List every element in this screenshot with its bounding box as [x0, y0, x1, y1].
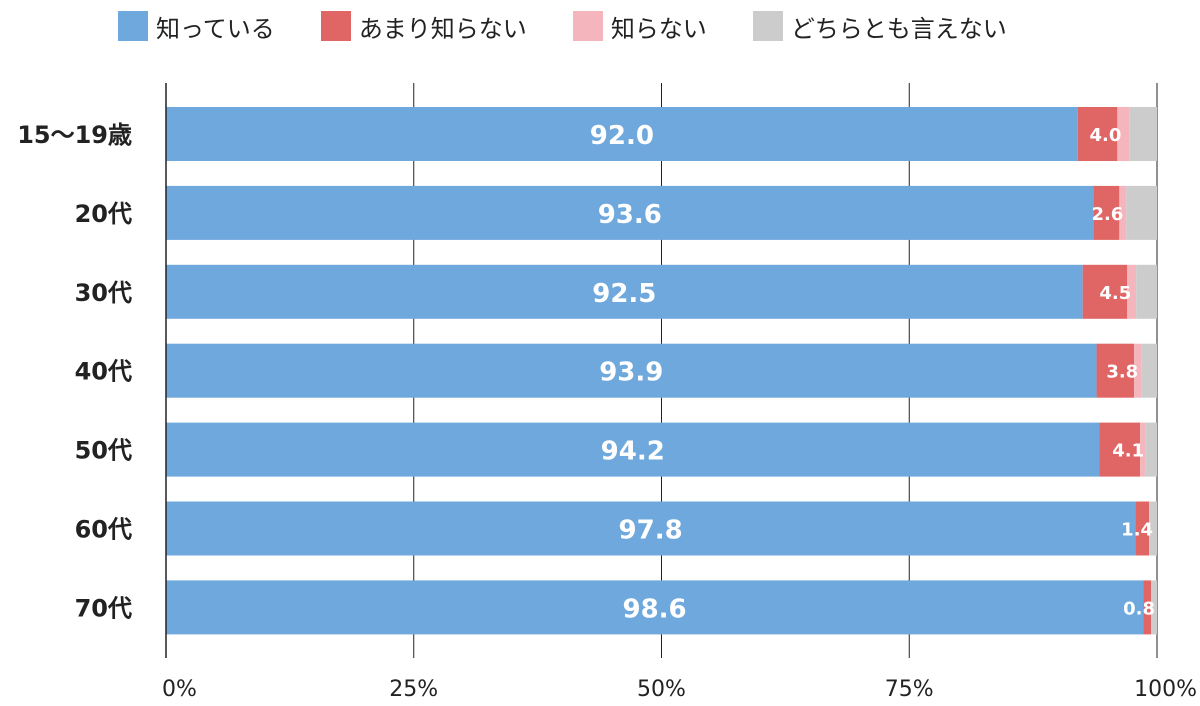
bar-segment [166, 185, 1094, 240]
bar-segment [166, 107, 1078, 161]
data-label: 1.4 [1121, 520, 1153, 541]
data-label: 2.6 [1091, 204, 1123, 225]
data-label: 93.9 [599, 358, 663, 388]
bar-segment [1099, 422, 1141, 477]
bar-segment [1134, 343, 1142, 398]
bar-segment [1129, 107, 1157, 161]
bar-segment [1150, 501, 1157, 556]
category-label: 20代 [75, 200, 132, 228]
data-label: 4.1 [1112, 441, 1144, 462]
bar-segment [1117, 107, 1130, 161]
bar-segment [1077, 107, 1118, 161]
bar-segment [1127, 264, 1137, 319]
category-label: 15〜19歳 [17, 121, 132, 149]
bar-segment [166, 501, 1136, 556]
bar-segment [1135, 501, 1150, 556]
data-label: 3.8 [1106, 362, 1138, 383]
bar-segment [1143, 580, 1152, 635]
data-label: 4.5 [1099, 283, 1131, 304]
bar-segment [1126, 185, 1157, 240]
bar-segment [1140, 422, 1146, 477]
data-label: 97.8 [619, 516, 683, 546]
legend-swatch [752, 11, 783, 41]
legend-item-dochira-tomo: どちらとも言えない [752, 9, 1007, 44]
category-label: 30代 [75, 279, 132, 307]
legend-label: あまり知らない [358, 14, 527, 43]
category-label: 50代 [75, 437, 132, 465]
data-label: 4.0 [1089, 125, 1121, 146]
bar-segment [166, 580, 1144, 635]
bar-segment [1096, 343, 1135, 398]
legend-label: 知らない [610, 14, 707, 43]
bar-segment [1093, 185, 1120, 240]
x-tick-label: 75% [885, 677, 934, 702]
legend-item-shiranai: 知らない [572, 9, 707, 44]
bar-segment [166, 264, 1083, 319]
legend-swatch [118, 11, 148, 41]
bar-segment [1152, 580, 1157, 635]
category-label: 40代 [75, 358, 132, 386]
x-tick-label: 0% [162, 677, 197, 702]
legend-item-amari-shiranai: あまり知らない [320, 9, 527, 44]
data-label: 92.0 [590, 121, 654, 151]
bar-segment [1151, 580, 1153, 635]
x-tick-label: 100% [1134, 677, 1197, 702]
legend-item-shitteiru: 知っている [118, 9, 275, 44]
category-label: 60代 [75, 516, 132, 544]
data-label: 93.6 [598, 200, 662, 230]
legend-label: どちらとも言えない [790, 14, 1007, 43]
bar-segment [1082, 264, 1128, 319]
bar-segment [1136, 264, 1157, 319]
legend-swatch [320, 11, 351, 41]
data-label: 92.5 [592, 279, 656, 309]
category-label: 70代 [75, 594, 132, 622]
bar-segment [1141, 343, 1157, 398]
bar-segment [166, 422, 1100, 477]
legend-swatch [572, 11, 603, 41]
bar-segment [1149, 501, 1151, 556]
legend-label: 知っている [156, 14, 275, 43]
data-label: 0.8 [1123, 598, 1155, 619]
x-tick-label: 50% [637, 677, 686, 702]
x-tick-label: 25% [389, 677, 438, 702]
bar-segment [1145, 422, 1157, 477]
data-label: 98.6 [622, 594, 686, 624]
bar-segment [1119, 185, 1127, 240]
data-label: 94.2 [601, 437, 665, 467]
legend: 知っている あまり知らない 知らない どちらとも言えない [118, 8, 1053, 44]
bar-segment [166, 343, 1097, 398]
